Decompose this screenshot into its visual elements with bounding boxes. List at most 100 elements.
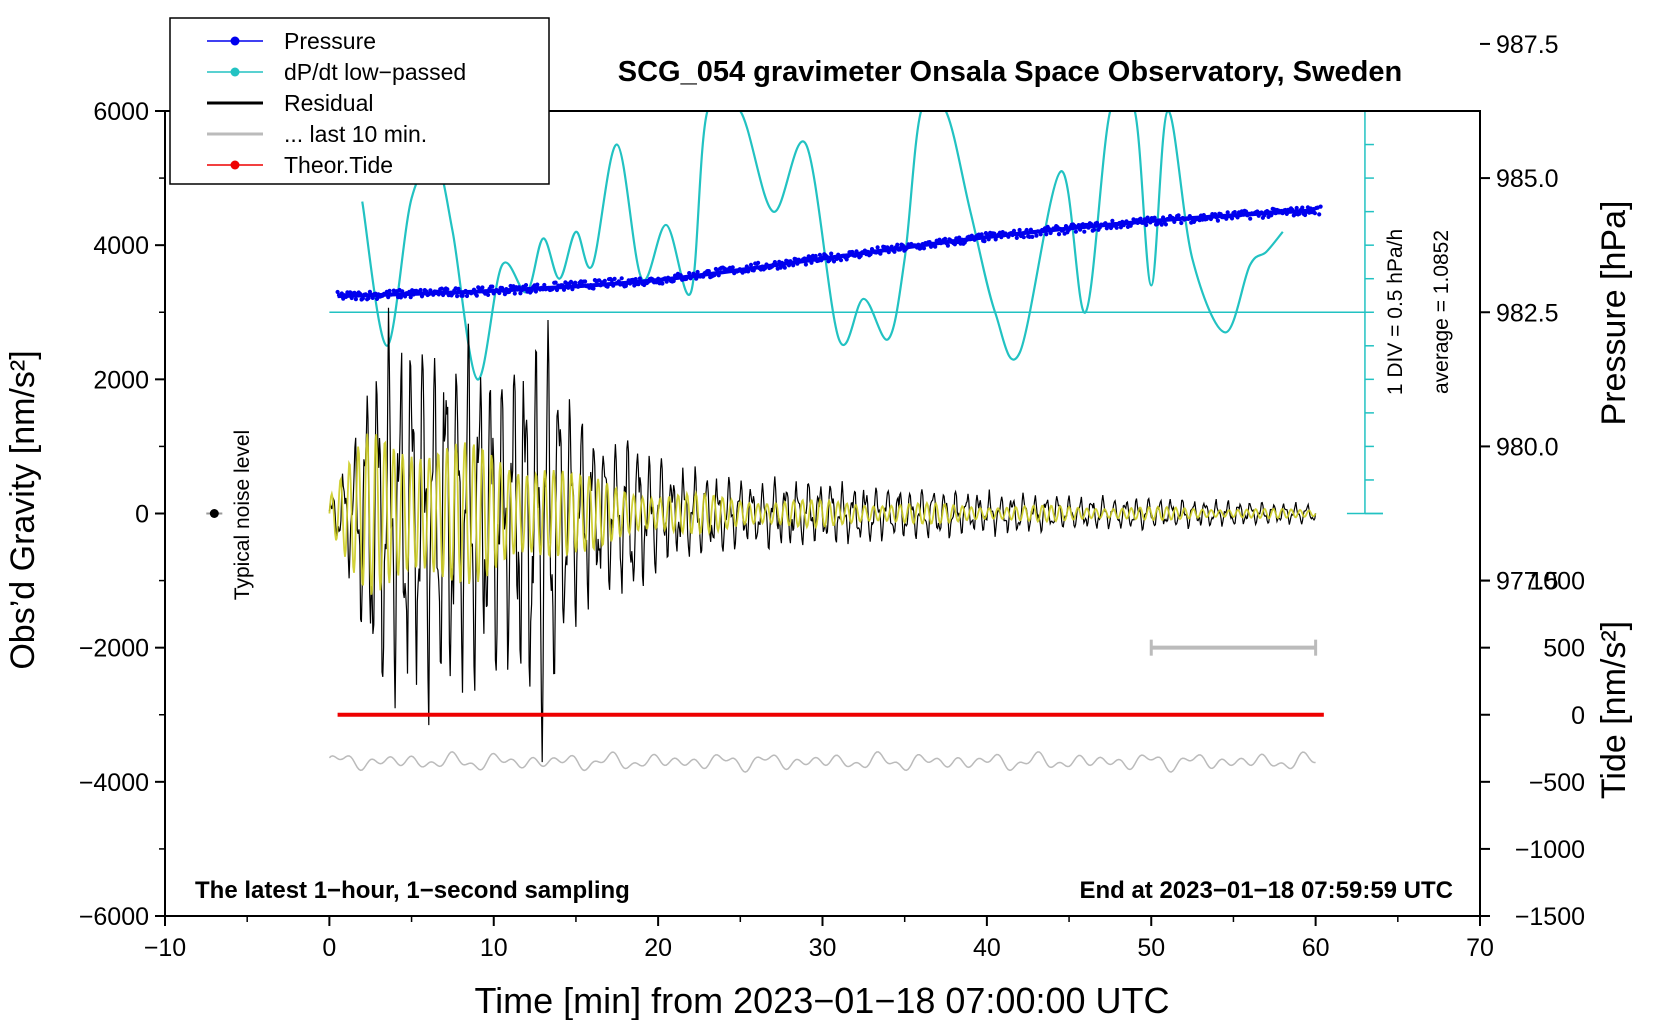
- pressure-point: [512, 291, 517, 296]
- pressure-point: [921, 246, 927, 251]
- pressure-point: [982, 239, 987, 244]
- tide-tick-label: 500: [1543, 635, 1585, 663]
- pressure-point: [1248, 216, 1253, 221]
- pressure-point: [756, 260, 761, 265]
- dpdt-div-label: 1 DIV = 0.5 hPa/h: [1384, 229, 1407, 395]
- pressure-point: [1163, 222, 1168, 227]
- legend-label: Theor.Tide: [284, 152, 393, 178]
- pressure-point: [523, 283, 529, 288]
- pressure-point: [460, 293, 465, 298]
- pressure-point: [1114, 225, 1119, 230]
- pressure-point: [1044, 232, 1049, 237]
- plot-area: [206, 111, 1383, 773]
- pressure-point: [1138, 216, 1143, 221]
- pressure-point: [782, 265, 787, 270]
- pressure-point: [1176, 213, 1181, 218]
- pressure-point: [418, 287, 423, 293]
- x-tick-label: 10: [480, 934, 508, 962]
- y-tick-label: 0: [135, 501, 149, 529]
- tide-tick-label: 0: [1571, 702, 1585, 730]
- dpdt-scale: 1 DIV = 0.5 hPa/h average = 1.0852: [1384, 229, 1453, 395]
- y-tick-label: 2000: [93, 366, 149, 394]
- pressure-point: [464, 293, 470, 299]
- x-axis-label: Time [min] from 2023−01−18 07:00:00 UTC: [474, 980, 1169, 1020]
- pressure-point: [1225, 210, 1230, 215]
- legend: Pressure dP/dt low−passed Residual ... last…: [169, 17, 550, 185]
- pressure-point: [952, 242, 958, 247]
- pressure-point: [1215, 218, 1220, 223]
- pressure-point: [838, 258, 844, 263]
- tide-tick-label: −1500: [1515, 903, 1585, 931]
- y-tick-label: −4000: [79, 769, 149, 797]
- y-tick-label: −2000: [79, 635, 149, 663]
- pressure-point: [445, 287, 450, 292]
- pressure-point: [844, 257, 849, 262]
- pressure-point: [979, 232, 984, 237]
- tide-tick-label: −500: [1529, 769, 1585, 797]
- x-tick-label: −10: [144, 934, 186, 962]
- pressure-point: [803, 262, 809, 267]
- pressure-point: [1300, 205, 1305, 210]
- pressure-point: [1317, 212, 1322, 217]
- pressure-point: [1318, 204, 1323, 209]
- pressure-point: [480, 285, 485, 290]
- pressure-tick-label: 980.0: [1496, 433, 1559, 461]
- pressure-point: [895, 242, 900, 247]
- pressure-point: [535, 282, 540, 287]
- pressure-point: [1011, 228, 1017, 233]
- pressure-point: [1108, 225, 1114, 231]
- pressure-point: [353, 297, 358, 302]
- pressure-point: [1294, 205, 1299, 211]
- pressure-point: [1092, 227, 1097, 232]
- pressure-point: [1030, 234, 1035, 239]
- pressure-point: [583, 279, 588, 284]
- x-tick-label: 20: [644, 934, 672, 962]
- pressure-point: [695, 269, 700, 275]
- legend-label: Residual: [284, 90, 374, 116]
- x-tick-label: 70: [1466, 934, 1494, 962]
- pressure-point: [813, 253, 818, 259]
- pressure-point: [335, 289, 340, 295]
- x-tick-label: 0: [322, 934, 336, 962]
- axes: −10 0 10 20 30 40 50 60 70 6000 4000 2000 0 −2000 −400…: [79, 31, 1585, 962]
- pressure-point: [602, 278, 607, 283]
- pressure-point: [474, 293, 479, 298]
- pressure-point: [387, 288, 392, 293]
- pressure-point: [829, 251, 834, 256]
- pressure-point: [817, 252, 823, 257]
- pressure-point: [1159, 222, 1164, 227]
- pressure-tick-label: 985.0: [1496, 165, 1559, 193]
- pressure-point: [573, 280, 578, 285]
- pressure-tick-label: 977.5: [1496, 568, 1559, 596]
- pressure-point: [1017, 227, 1022, 233]
- pressure-point: [455, 294, 460, 299]
- pressure-point: [1179, 220, 1184, 226]
- pressure-point: [1021, 235, 1026, 240]
- y-tick-label: 6000: [93, 98, 149, 126]
- sampling-note: The latest 1−hour, 1−second sampling: [195, 877, 630, 904]
- legend-marker: [230, 160, 240, 170]
- legend-marker: [230, 67, 240, 77]
- series-offset-trace: [328, 751, 1316, 773]
- pressure-point: [1056, 232, 1062, 237]
- chart-title: SCG_054 gravimeter Onsala Space Observat…: [618, 56, 1402, 88]
- pressure-point: [730, 265, 735, 270]
- pressure-point: [943, 236, 948, 241]
- y-tick-label: −6000: [79, 903, 149, 931]
- legend-label: dP/dt low−passed: [284, 59, 466, 85]
- noise-level-label: Typical noise level: [231, 430, 254, 600]
- pressure-point: [875, 245, 880, 250]
- pressure-point: [486, 292, 491, 297]
- y-axis-label-tide: Tide [nm/s²]: [1595, 621, 1633, 799]
- pressure-point: [591, 286, 596, 291]
- noise-level-dot: [209, 509, 219, 518]
- pressure-point: [748, 262, 754, 267]
- y-axis-label-left: Obs’d Gravity [nm/s²]: [4, 350, 42, 669]
- series-residual-filtered-line: [328, 433, 1317, 595]
- x-tick-label: 60: [1302, 934, 1330, 962]
- series-dpdt-line: [361, 111, 1284, 381]
- pressure-point: [1014, 235, 1019, 240]
- dpdt-average-label: average = 1.0852: [1430, 230, 1453, 394]
- series-pressure: [335, 204, 1323, 302]
- pressure-point: [945, 243, 951, 248]
